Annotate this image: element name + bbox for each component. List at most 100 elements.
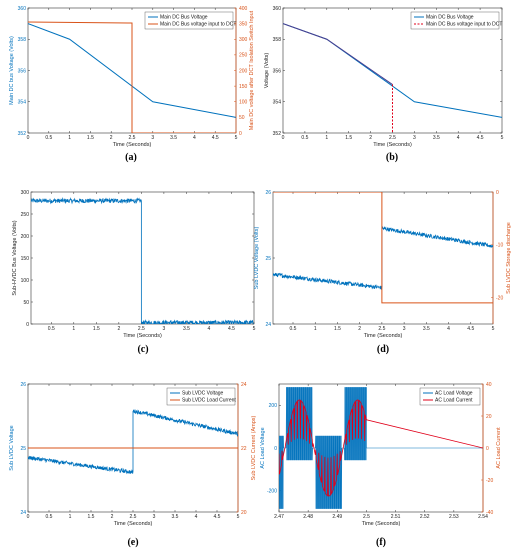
x-axis-label: Time (Seconds) bbox=[114, 521, 153, 527]
y-right-tick-label: -20 bbox=[496, 295, 503, 301]
caption: (c) bbox=[137, 344, 148, 355]
x-tick-label: 1.5 bbox=[87, 135, 94, 141]
x-tick-label: 3.5 bbox=[172, 514, 179, 520]
y-right-tick-label: 350 bbox=[239, 21, 248, 27]
x-tick-label: 1.5 bbox=[88, 514, 95, 520]
x-tick-label: 2 bbox=[117, 326, 120, 332]
y-tick-label: 360 bbox=[18, 6, 27, 12]
y-axis-label: Sub-HVDC Bus Voltage (Volts) bbox=[12, 220, 18, 295]
y-tick-label: 352 bbox=[18, 131, 27, 137]
y-tick-label: 50 bbox=[23, 300, 29, 306]
y-right-tick-label: 20 bbox=[241, 510, 247, 516]
y-tick-label: 25 bbox=[20, 446, 26, 452]
x-tick-label: 2.48 bbox=[303, 514, 313, 520]
y-right-tick-label: 20 bbox=[486, 414, 492, 420]
x-tick-label: 5 bbox=[501, 135, 504, 141]
y-tick-label: 358 bbox=[18, 37, 27, 43]
x-tick-label: 2.5 bbox=[363, 514, 370, 520]
x-tick-label: 1 bbox=[69, 514, 72, 520]
y-tick-label: 25 bbox=[265, 256, 271, 262]
y-tick-label: 150 bbox=[21, 256, 30, 262]
legend-entry: AC Load Current bbox=[435, 398, 473, 404]
y-right-tick-label: 0 bbox=[486, 446, 489, 452]
x-tick-label: 3 bbox=[403, 326, 406, 332]
x-tick-label: 3 bbox=[151, 135, 154, 141]
y-tick-label: 360 bbox=[273, 6, 282, 12]
x-tick-label: 2 bbox=[110, 135, 113, 141]
y-tick-label: 354 bbox=[18, 100, 27, 106]
y-tick-label: -200 bbox=[267, 488, 277, 494]
y-right-tick-label: 200 bbox=[239, 68, 248, 74]
x-tick-label: 2.52 bbox=[420, 514, 430, 520]
y-right-tick-label: -10 bbox=[496, 243, 503, 249]
y-axis-label: Sub LVDC Voltage (Volts) bbox=[254, 227, 260, 290]
x-tick-label: 5 bbox=[253, 326, 256, 332]
x-axis-label: Time (Seconds) bbox=[364, 333, 403, 339]
y-tick-label: 356 bbox=[18, 68, 27, 74]
y-tick-label: 250 bbox=[21, 212, 30, 218]
x-tick-label: 0.5 bbox=[45, 135, 52, 141]
y-right-tick-label: -40 bbox=[486, 510, 493, 516]
x-tick-label: 2.5 bbox=[130, 514, 137, 520]
x-tick-label: 2.5 bbox=[138, 326, 145, 332]
y-right-tick-label: 0 bbox=[496, 190, 499, 196]
x-tick-label: 4.5 bbox=[467, 326, 474, 332]
x-tick-label: 1 bbox=[72, 326, 75, 332]
y-axis-label: Voltage (Volts) bbox=[264, 53, 270, 89]
x-tick-label: 5 bbox=[492, 326, 495, 332]
y-tick-label: 24 bbox=[265, 322, 271, 328]
x-tick-label: 2.5 bbox=[129, 135, 136, 141]
y-tick-label: 358 bbox=[273, 37, 282, 43]
x-tick-label: 5 bbox=[235, 135, 238, 141]
y-tick-label: 356 bbox=[273, 68, 282, 74]
x-axis-label: Time (Seconds) bbox=[362, 521, 401, 527]
x-tick-label: 1 bbox=[314, 326, 317, 332]
caption: (b) bbox=[386, 152, 398, 163]
y-right-tick-label: 100 bbox=[239, 100, 248, 106]
x-tick-label: 2.51 bbox=[391, 514, 401, 520]
x-tick-label: 4.5 bbox=[477, 135, 484, 141]
y-tick-label: 26 bbox=[20, 382, 26, 388]
x-tick-label: 4 bbox=[195, 514, 198, 520]
caption: (e) bbox=[127, 537, 138, 548]
y-right-tick-label: 400 bbox=[239, 6, 248, 12]
y-tick-label: 0 bbox=[274, 446, 277, 452]
x-tick-label: 1.5 bbox=[334, 326, 341, 332]
y-right-tick-label: 24 bbox=[241, 382, 247, 388]
y-right-tick-label: -20 bbox=[486, 478, 493, 484]
x-tick-label: 0 bbox=[27, 135, 30, 141]
y-right-axis-label: Sub LVDC Current (Amps) bbox=[251, 415, 257, 480]
legend-entry: AC Load Voltage bbox=[435, 391, 473, 397]
x-tick-label: 1.5 bbox=[345, 135, 352, 141]
y-right-tick-label: 150 bbox=[239, 84, 248, 90]
x-tick-label: 0.5 bbox=[48, 326, 55, 332]
x-tick-label: 3.5 bbox=[433, 135, 440, 141]
x-tick-label: 2 bbox=[369, 135, 372, 141]
x-tick-label: 4 bbox=[457, 135, 460, 141]
x-tick-label: 4.5 bbox=[228, 326, 235, 332]
legend-entry: Main DC Bus voltage input to DCT bbox=[160, 22, 236, 28]
y-right-axis-label: Sub LVDC Storage discharge bbox=[506, 222, 512, 294]
plot-area bbox=[31, 192, 254, 324]
legend-entry: Main DC Bus Voltage bbox=[160, 15, 208, 21]
x-tick-label: 0.5 bbox=[290, 326, 297, 332]
y-tick-label: 26 bbox=[265, 190, 271, 196]
plot-area bbox=[273, 192, 493, 324]
x-tick-label: 4 bbox=[193, 135, 196, 141]
x-tick-label: 2 bbox=[111, 514, 114, 520]
x-axis-label: Time (Seconds) bbox=[373, 142, 412, 148]
x-tick-label: 0.5 bbox=[301, 135, 308, 141]
x-tick-label: 3 bbox=[153, 514, 156, 520]
x-tick-label: 3 bbox=[413, 135, 416, 141]
x-axis-label: Time (Seconds) bbox=[123, 333, 162, 339]
x-tick-label: 3.5 bbox=[170, 135, 177, 141]
y-right-tick-label: 300 bbox=[239, 37, 248, 43]
y-right-tick-label: 22 bbox=[241, 446, 247, 452]
